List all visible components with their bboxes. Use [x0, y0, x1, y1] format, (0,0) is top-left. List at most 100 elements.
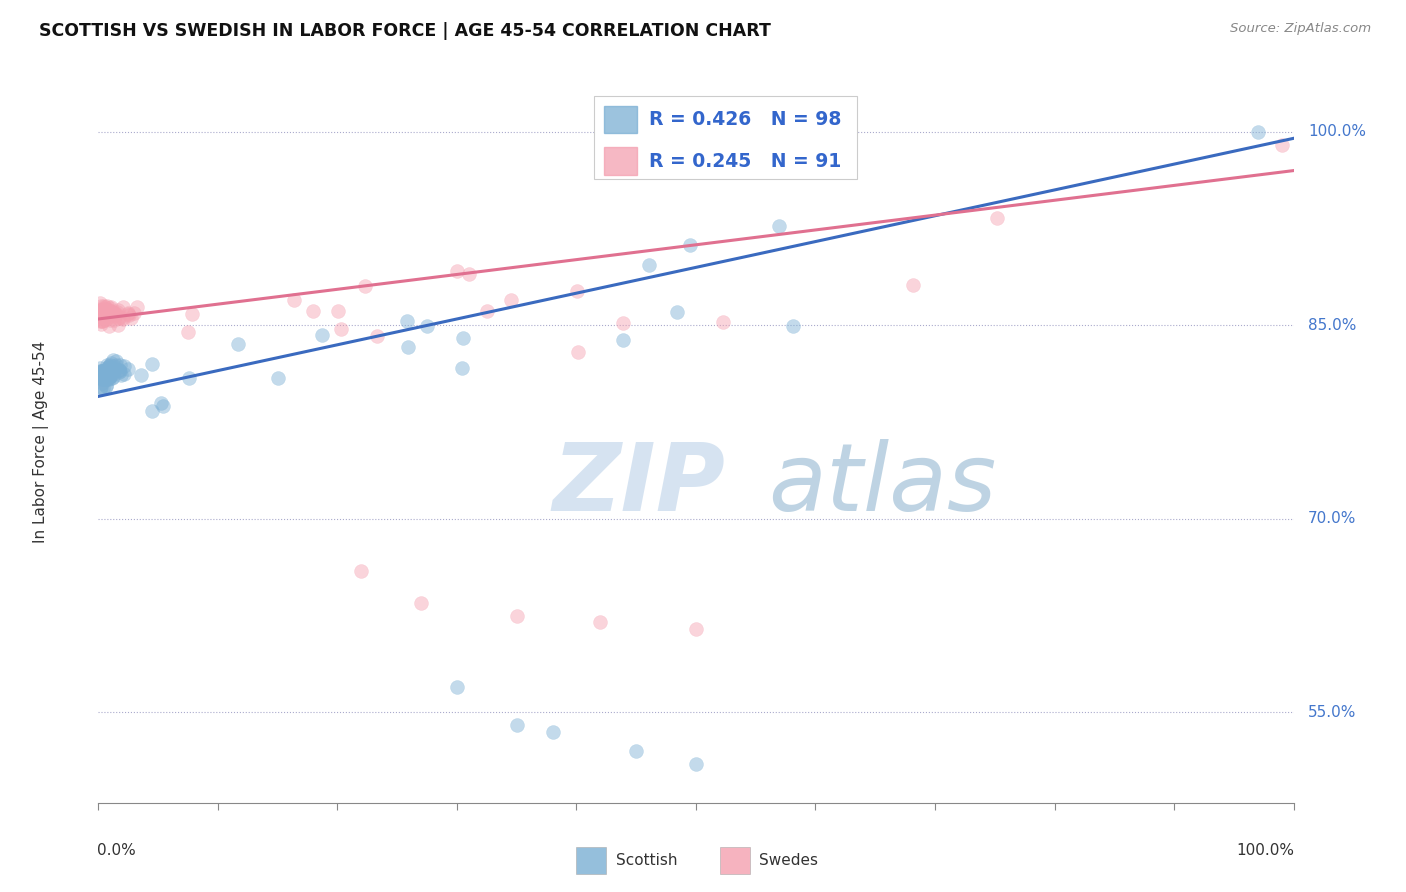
Point: [107, 310, 129, 325]
Point: [302, 303, 325, 318]
Point: [108, 358, 131, 372]
Text: SCOTTISH VS SWEDISH IN LABOR FORCE | AGE 45-54 CORRELATION CHART: SCOTTISH VS SWEDISH IN LABOR FORCE | AGE…: [39, 22, 772, 40]
Point: [104, 308, 127, 322]
Point: [782, 319, 804, 334]
Point: [108, 310, 131, 325]
Point: [96, 372, 118, 386]
Point: [395, 314, 418, 328]
Point: [768, 219, 790, 233]
Point: [501, 293, 523, 307]
Point: [565, 284, 588, 298]
Point: [90, 376, 112, 390]
Point: [98, 371, 121, 385]
Point: [97, 361, 120, 376]
Point: [94, 308, 117, 322]
Point: [96, 308, 118, 322]
Point: [100, 369, 122, 384]
Point: [107, 302, 129, 317]
Point: [283, 293, 305, 307]
Point: [90, 313, 112, 327]
Point: [457, 267, 479, 281]
Point: [103, 359, 125, 373]
Point: [100, 301, 122, 315]
Point: [181, 307, 204, 321]
Point: [104, 361, 127, 376]
Point: [91, 364, 114, 378]
Point: [411, 596, 433, 610]
Point: [354, 278, 377, 293]
Point: [89, 310, 111, 325]
Point: [97, 308, 120, 322]
Point: [98, 358, 121, 372]
Point: [96, 309, 118, 323]
Point: [90, 379, 112, 393]
Point: [104, 306, 127, 320]
Point: [96, 303, 118, 318]
Point: [89, 364, 111, 378]
Point: [97, 303, 120, 318]
Point: [112, 367, 135, 381]
FancyBboxPatch shape: [605, 147, 637, 175]
Point: [105, 358, 128, 372]
Point: [93, 371, 115, 385]
Point: [100, 356, 122, 370]
Point: [96, 379, 118, 393]
Point: [93, 371, 115, 385]
Point: [93, 309, 115, 323]
Point: [226, 337, 249, 351]
Text: In Labor Force | Age 45-54: In Labor Force | Age 45-54: [34, 341, 49, 542]
Point: [93, 300, 115, 314]
Point: [89, 296, 111, 310]
Text: Source: ZipAtlas.com: Source: ZipAtlas.com: [1230, 22, 1371, 36]
Point: [477, 304, 499, 318]
Point: [117, 306, 139, 320]
Point: [129, 368, 152, 382]
Point: [89, 360, 111, 375]
Point: [98, 360, 121, 375]
Point: [89, 304, 111, 318]
Point: [90, 310, 112, 324]
Point: [179, 371, 201, 385]
Point: [103, 312, 125, 326]
FancyBboxPatch shape: [720, 847, 749, 874]
Point: [93, 309, 115, 323]
Point: [986, 211, 1008, 225]
Point: [91, 368, 114, 383]
Point: [110, 368, 132, 382]
Point: [446, 264, 468, 278]
Point: [112, 300, 135, 314]
Point: [122, 306, 145, 320]
Point: [685, 622, 707, 636]
Point: [100, 361, 122, 376]
Text: 70.0%: 70.0%: [1308, 511, 1357, 526]
Point: [91, 310, 114, 324]
Point: [93, 372, 115, 386]
Point: [267, 371, 290, 385]
Point: [111, 310, 134, 325]
Point: [626, 744, 648, 758]
Point: [96, 302, 118, 317]
Point: [679, 238, 702, 252]
Point: [98, 312, 121, 326]
Point: [98, 301, 121, 315]
Point: [96, 358, 118, 372]
Point: [94, 304, 117, 318]
Text: 85.0%: 85.0%: [1308, 318, 1357, 333]
Text: 55.0%: 55.0%: [1308, 705, 1357, 720]
Point: [97, 364, 120, 378]
Point: [416, 318, 439, 333]
Point: [96, 371, 118, 385]
Point: [685, 757, 707, 772]
Point: [98, 368, 121, 383]
Point: [98, 361, 121, 376]
Point: [97, 359, 120, 373]
FancyBboxPatch shape: [595, 96, 858, 179]
Point: [94, 306, 117, 320]
Point: [97, 370, 120, 384]
Point: [612, 316, 634, 330]
Point: [90, 303, 112, 318]
Point: [105, 305, 128, 319]
Point: [97, 364, 120, 378]
Point: [329, 322, 352, 336]
Point: [90, 364, 112, 378]
